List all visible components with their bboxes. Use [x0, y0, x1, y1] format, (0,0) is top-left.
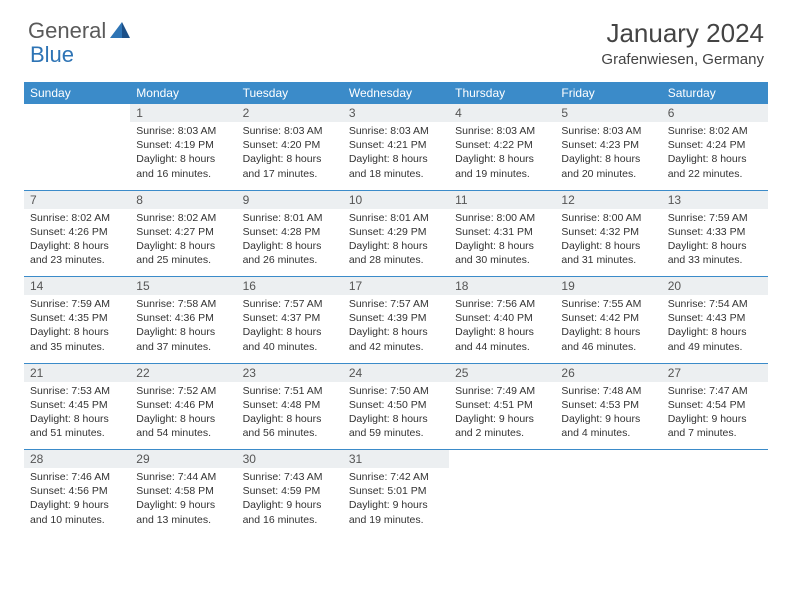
location-label: Grafenwiesen, Germany	[601, 51, 764, 68]
day-details: Sunrise: 7:50 AMSunset: 4:50 PMDaylight:…	[343, 382, 449, 445]
day-details: Sunrise: 7:54 AMSunset: 4:43 PMDaylight:…	[662, 295, 768, 358]
day-number: 29	[130, 450, 236, 468]
day-details: Sunrise: 7:42 AMSunset: 5:01 PMDaylight:…	[343, 468, 449, 531]
week-text-row: Sunrise: 7:53 AMSunset: 4:45 PMDaylight:…	[24, 382, 768, 450]
week-text-row: Sunrise: 8:02 AMSunset: 4:26 PMDaylight:…	[24, 209, 768, 277]
day-details	[555, 468, 661, 474]
day-number: 21	[24, 364, 130, 382]
day-number: 14	[24, 277, 130, 295]
day-details: Sunrise: 8:00 AMSunset: 4:32 PMDaylight:…	[555, 209, 661, 272]
day-number: 4	[449, 104, 555, 122]
week-text-row: Sunrise: 8:03 AMSunset: 4:19 PMDaylight:…	[24, 122, 768, 190]
header: General January 2024 Grafenwiesen, Germa…	[0, 0, 792, 76]
day-header: Friday	[555, 82, 661, 104]
day-number: 11	[449, 191, 555, 209]
day-details: Sunrise: 8:03 AMSunset: 4:23 PMDaylight:…	[555, 122, 661, 185]
day-details: Sunrise: 7:49 AMSunset: 4:51 PMDaylight:…	[449, 382, 555, 445]
week-daynum-row: 28293031	[24, 450, 768, 469]
day-details: Sunrise: 7:59 AMSunset: 4:35 PMDaylight:…	[24, 295, 130, 358]
day-header: Thursday	[449, 82, 555, 104]
day-details: Sunrise: 8:02 AMSunset: 4:27 PMDaylight:…	[130, 209, 236, 272]
day-number: 10	[343, 191, 449, 209]
day-number: 15	[130, 277, 236, 295]
day-number: 19	[555, 277, 661, 295]
day-number: 6	[662, 104, 768, 122]
day-details: Sunrise: 7:46 AMSunset: 4:56 PMDaylight:…	[24, 468, 130, 531]
day-details: Sunrise: 7:52 AMSunset: 4:46 PMDaylight:…	[130, 382, 236, 445]
day-number: 5	[555, 104, 661, 122]
day-details: Sunrise: 7:55 AMSunset: 4:42 PMDaylight:…	[555, 295, 661, 358]
week-text-row: Sunrise: 7:59 AMSunset: 4:35 PMDaylight:…	[24, 295, 768, 363]
day-number: 12	[555, 191, 661, 209]
day-number: 23	[237, 364, 343, 382]
day-number: 24	[343, 364, 449, 382]
month-title: January 2024	[601, 18, 764, 49]
week-daynum-row: 123456	[24, 104, 768, 122]
day-header: Wednesday	[343, 82, 449, 104]
day-number: 27	[662, 364, 768, 382]
day-details: Sunrise: 8:03 AMSunset: 4:21 PMDaylight:…	[343, 122, 449, 185]
day-details: Sunrise: 8:02 AMSunset: 4:26 PMDaylight:…	[24, 209, 130, 272]
day-details: Sunrise: 7:47 AMSunset: 4:54 PMDaylight:…	[662, 382, 768, 445]
day-number: 9	[237, 191, 343, 209]
title-block: January 2024 Grafenwiesen, Germany	[601, 18, 764, 68]
day-details: Sunrise: 7:53 AMSunset: 4:45 PMDaylight:…	[24, 382, 130, 445]
day-details: Sunrise: 8:01 AMSunset: 4:28 PMDaylight:…	[237, 209, 343, 272]
day-details: Sunrise: 7:58 AMSunset: 4:36 PMDaylight:…	[130, 295, 236, 358]
day-details: Sunrise: 8:00 AMSunset: 4:31 PMDaylight:…	[449, 209, 555, 272]
day-number: 26	[555, 364, 661, 382]
day-number: 17	[343, 277, 449, 295]
day-header: Monday	[130, 82, 236, 104]
day-details: Sunrise: 8:03 AMSunset: 4:19 PMDaylight:…	[130, 122, 236, 185]
day-details: Sunrise: 7:51 AMSunset: 4:48 PMDaylight:…	[237, 382, 343, 445]
day-number	[449, 450, 555, 468]
day-details: Sunrise: 7:59 AMSunset: 4:33 PMDaylight:…	[662, 209, 768, 272]
day-details: Sunrise: 7:43 AMSunset: 4:59 PMDaylight:…	[237, 468, 343, 531]
day-number: 1	[130, 104, 236, 122]
day-number: 3	[343, 104, 449, 122]
day-number: 25	[449, 364, 555, 382]
week-daynum-row: 78910111213	[24, 190, 768, 209]
day-number: 28	[24, 450, 130, 468]
day-header: Saturday	[662, 82, 768, 104]
brand-part2-wrap: Blue	[30, 42, 74, 68]
day-header-row: SundayMondayTuesdayWednesdayThursdayFrid…	[24, 82, 768, 104]
day-number: 20	[662, 277, 768, 295]
calendar-table: SundayMondayTuesdayWednesdayThursdayFrid…	[24, 82, 768, 536]
day-number	[555, 450, 661, 468]
day-number: 7	[24, 191, 130, 209]
brand-logo: General	[28, 18, 132, 44]
day-header: Sunday	[24, 82, 130, 104]
day-number: 13	[662, 191, 768, 209]
day-number: 18	[449, 277, 555, 295]
day-details	[662, 468, 768, 474]
day-number: 2	[237, 104, 343, 122]
day-details	[449, 468, 555, 474]
day-details: Sunrise: 7:48 AMSunset: 4:53 PMDaylight:…	[555, 382, 661, 445]
week-text-row: Sunrise: 7:46 AMSunset: 4:56 PMDaylight:…	[24, 468, 768, 536]
calendar-body: 123456Sunrise: 8:03 AMSunset: 4:19 PMDay…	[24, 104, 768, 536]
day-header: Tuesday	[237, 82, 343, 104]
day-details: Sunrise: 7:44 AMSunset: 4:58 PMDaylight:…	[130, 468, 236, 531]
day-number: 8	[130, 191, 236, 209]
day-number: 16	[237, 277, 343, 295]
day-number: 31	[343, 450, 449, 468]
week-daynum-row: 21222324252627	[24, 363, 768, 382]
day-details: Sunrise: 8:02 AMSunset: 4:24 PMDaylight:…	[662, 122, 768, 185]
brand-part2: Blue	[30, 42, 74, 67]
brand-part1: General	[28, 18, 106, 44]
week-daynum-row: 14151617181920	[24, 277, 768, 296]
day-details: Sunrise: 8:03 AMSunset: 4:22 PMDaylight:…	[449, 122, 555, 185]
day-number: 30	[237, 450, 343, 468]
day-details: Sunrise: 7:56 AMSunset: 4:40 PMDaylight:…	[449, 295, 555, 358]
day-number	[24, 104, 130, 122]
day-details: Sunrise: 7:57 AMSunset: 4:37 PMDaylight:…	[237, 295, 343, 358]
logo-triangle-icon	[110, 22, 130, 43]
day-details: Sunrise: 7:57 AMSunset: 4:39 PMDaylight:…	[343, 295, 449, 358]
day-details	[24, 122, 130, 128]
day-number: 22	[130, 364, 236, 382]
day-details: Sunrise: 8:03 AMSunset: 4:20 PMDaylight:…	[237, 122, 343, 185]
day-number	[662, 450, 768, 468]
day-details: Sunrise: 8:01 AMSunset: 4:29 PMDaylight:…	[343, 209, 449, 272]
